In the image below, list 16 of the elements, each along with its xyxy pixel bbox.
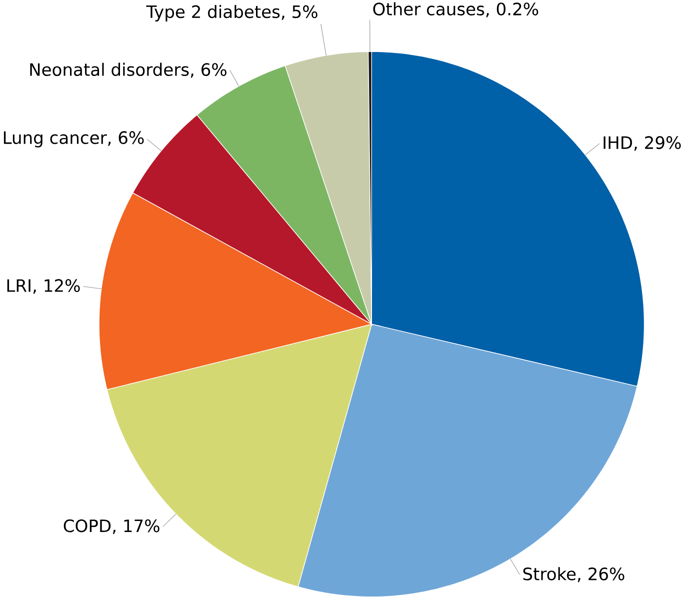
slice-label: IHD: [604, 136, 632, 149]
slice-label: Lung cancer: [4, 131, 107, 148]
data-label: , 29%: [634, 136, 681, 151]
slice-label: Type 2 diabetes: [146, 4, 280, 22]
slice-label: COPD: [64, 519, 111, 532]
data-label: , 26%: [578, 567, 624, 582]
slice-label: Neonatal disorders: [30, 62, 189, 76]
slice-label: LRI: [7, 279, 30, 292]
data-label: , 0.2%: [486, 2, 538, 18]
data-label: , 6%: [190, 63, 226, 78]
data-label: , 17%: [112, 519, 160, 534]
data-label: , 5%: [282, 5, 318, 20]
slice-label: Stroke: [523, 567, 576, 580]
data-label: , 6%: [108, 131, 144, 146]
slice-label: Other causes: [373, 2, 484, 16]
data-label: , 12%: [33, 279, 80, 294]
